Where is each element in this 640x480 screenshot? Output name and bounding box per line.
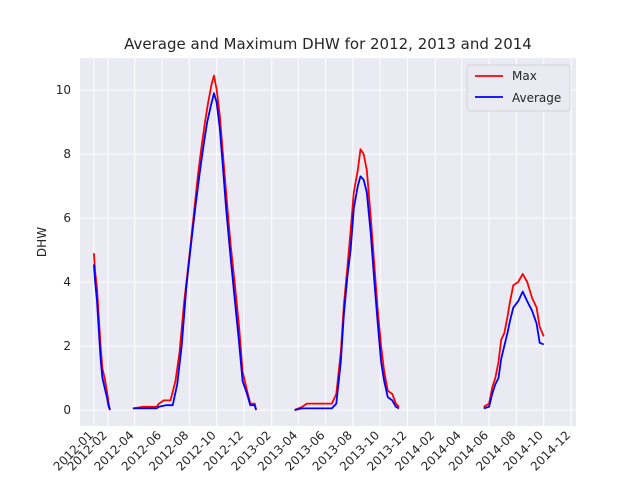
series-line-max [483,273,545,408]
series-line-max [294,148,400,411]
y-tick-label: 6 [63,211,71,225]
series-lines [93,74,545,411]
legend: Max Average [466,64,571,112]
legend-label-max: Max [512,69,537,83]
plot-area [80,58,576,426]
chart-title: Average and Maximum DHW for 2012, 2013 a… [124,35,532,53]
series-line-max [132,74,257,411]
y-tick-label: 2 [63,339,71,353]
legend-label-average: Average [512,91,561,105]
y-tick-label: 4 [63,275,71,289]
x-tick-labels: 2012-012012-022012-042012-062012-082012-… [51,428,574,473]
series-line-average [93,264,111,411]
y-tick-label: 10 [56,83,71,97]
series-line-average [132,92,257,411]
series-line-average [294,175,400,411]
grid [80,58,576,426]
y-axis-label: DHW [35,227,49,257]
series-line-average [483,290,545,410]
y-tick-labels: 0 2 4 6 8 10 [56,83,71,417]
y-tick-label: 0 [63,403,71,417]
y-tick-label: 8 [63,147,71,161]
